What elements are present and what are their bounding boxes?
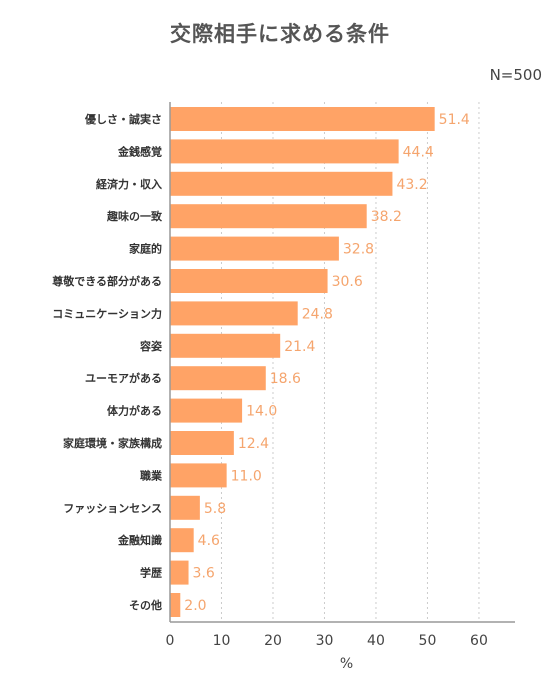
x-tick-label: 10 xyxy=(213,633,231,649)
bar xyxy=(170,333,281,358)
bar xyxy=(170,593,181,617)
category-label: 経済力・収入 xyxy=(96,177,162,191)
bar xyxy=(170,171,393,196)
x-axis-title: % xyxy=(340,656,353,672)
value-label: 3.6 xyxy=(193,566,215,582)
category-label: 職業 xyxy=(140,468,163,482)
bar xyxy=(170,139,399,164)
axes xyxy=(169,102,515,623)
value-label: 43.2 xyxy=(396,177,427,193)
value-label: 38.2 xyxy=(371,209,402,225)
category-label: 家庭環境・家族構成 xyxy=(63,436,162,450)
category-label: ファッションセンス xyxy=(63,502,162,515)
value-label: 44.4 xyxy=(403,144,434,160)
category-label: 体力がある xyxy=(107,404,162,418)
x-tick-label: 30 xyxy=(316,633,334,649)
x-tick-label: 20 xyxy=(264,633,282,649)
x-tick-label: 50 xyxy=(419,633,437,649)
bar xyxy=(170,236,339,261)
value-label: 12.4 xyxy=(238,436,269,452)
category-label: コミュニケーション力 xyxy=(52,306,162,320)
value-label: 11.0 xyxy=(231,468,262,484)
bar xyxy=(170,366,266,391)
bar xyxy=(170,560,189,585)
category-label: 容姿 xyxy=(139,339,162,353)
x-tick-label: 60 xyxy=(470,633,488,649)
category-label: 家庭的 xyxy=(129,242,162,256)
x-tick-label: 40 xyxy=(367,633,385,649)
value-label: 2.0 xyxy=(184,598,206,614)
bar xyxy=(170,107,435,131)
value-label: 18.6 xyxy=(270,371,301,387)
value-label: 30.6 xyxy=(332,274,363,290)
category-label: 趣味の一致 xyxy=(106,209,163,223)
bar xyxy=(170,398,243,423)
category-label: その他 xyxy=(129,598,162,612)
value-label: 14.0 xyxy=(246,404,277,420)
bar xyxy=(170,301,298,326)
x-tick-label: 0 xyxy=(166,633,175,649)
value-label: 21.4 xyxy=(284,339,315,355)
category-label: 尊敬できる部分がある xyxy=(52,274,162,288)
bar xyxy=(170,431,234,455)
value-label: 4.6 xyxy=(198,533,220,549)
value-label: 51.4 xyxy=(439,112,470,128)
category-label: 優しさ・誠実さ xyxy=(84,112,162,126)
category-label: 金銭感覚 xyxy=(117,144,162,158)
category-label: 学歴 xyxy=(140,566,162,580)
value-label: 32.8 xyxy=(343,242,374,258)
bar xyxy=(170,463,227,488)
bar xyxy=(170,204,367,229)
category-label: ユーモアがある xyxy=(85,371,162,385)
labels: 0 10 20 30 40 50 60 優しさ・誠実さ 51.4 金銭感覚 44.4 経済力・収入 43… xyxy=(52,112,488,672)
sample-size-label: N=500 xyxy=(489,66,542,84)
value-label: 24.8 xyxy=(302,306,333,322)
chart-title: 交際相手に求める条件 xyxy=(170,22,390,46)
value-label: 5.8 xyxy=(204,501,226,517)
bar xyxy=(170,269,328,293)
category-label: 金融知識 xyxy=(117,533,162,547)
bar xyxy=(170,495,200,520)
bar xyxy=(170,528,194,553)
bars xyxy=(170,107,435,617)
